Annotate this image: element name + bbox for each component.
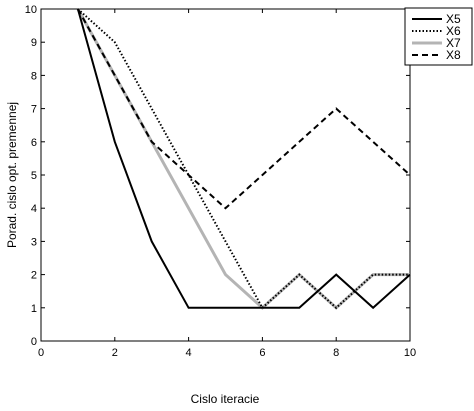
y-tick-label: 10 — [25, 4, 37, 16]
x-tick-label: 2 — [112, 347, 118, 359]
x-tick-label: 8 — [333, 347, 339, 359]
x-axis: 0 2 4 6 8 10 — [38, 9, 416, 359]
y-axis-title: Porad. cislo opt. premennej — [5, 102, 19, 248]
legend-label: X6 — [446, 24, 461, 38]
y-tick-label: 4 — [31, 203, 37, 215]
series-line-x5 — [76, 8, 411, 310]
legend-label: X5 — [446, 12, 461, 26]
legend-box — [404, 7, 473, 66]
y-tick-label: 2 — [31, 270, 37, 282]
y-tick-label: 0 — [31, 336, 37, 348]
x-tick-label: 6 — [259, 347, 265, 359]
series-layer — [76, 8, 411, 310]
x-tick-label: 4 — [186, 347, 192, 359]
y-tick-label: 5 — [31, 170, 37, 182]
x-tick-label: 10 — [404, 347, 416, 359]
y-tick-label: 1 — [31, 303, 37, 315]
x-tick-label: 0 — [38, 347, 44, 359]
series-line-x8 — [77, 8, 411, 210]
y-tick-label: 8 — [31, 70, 37, 82]
x-axis-title: Cislo iteracie — [191, 392, 260, 406]
y-tick-label: 7 — [31, 104, 37, 116]
y-tick-label: 6 — [31, 137, 37, 149]
y-axis: 0 1 2 3 4 5 6 7 8 9 10 — [25, 4, 410, 348]
series-line-x6 — [77, 8, 410, 310]
y-tick-label: 9 — [31, 37, 37, 49]
legend-label: X8 — [446, 48, 461, 62]
legend-label: X7 — [446, 36, 461, 50]
y-tick-label: 3 — [31, 236, 37, 248]
